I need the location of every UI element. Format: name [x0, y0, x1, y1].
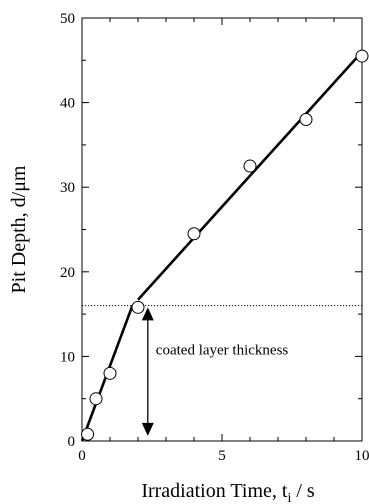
x-axis-title-subscript: i — [287, 491, 291, 504]
x-tick-label: 5 — [218, 448, 226, 464]
data-point — [187, 227, 201, 241]
data-point — [103, 366, 117, 380]
y-tick-label: 30 — [60, 180, 75, 196]
fit-lines — [80, 50, 363, 442]
y-tick-label: 10 — [60, 349, 75, 365]
data-point — [131, 300, 145, 314]
plot-frame — [81, 17, 363, 442]
data-point — [355, 49, 369, 63]
data-points — [81, 49, 369, 441]
data-point — [299, 113, 313, 127]
tick-marks — [81, 17, 363, 442]
y-axis-title: Pit Depth, d/μm — [8, 165, 30, 293]
arrow-head-down — [141, 422, 154, 436]
y-tick-label: 50 — [60, 11, 75, 27]
data-point — [81, 427, 95, 441]
x-axis-title-unit: / s — [291, 480, 315, 502]
x-axis-title: Irradiation Time, ti / s — [141, 480, 315, 504]
annotation-label: coated layer thickness — [156, 343, 289, 359]
annotation-group — [141, 307, 154, 436]
y-tick-label: 40 — [60, 96, 75, 112]
y-tick-label: 20 — [60, 265, 75, 281]
x-tick-label: 0 — [78, 448, 86, 464]
data-point — [89, 392, 103, 406]
y-tick-label: 0 — [68, 434, 76, 450]
arrow-head-up — [141, 307, 154, 321]
fit-line — [137, 50, 363, 301]
data-point — [243, 159, 257, 173]
axes — [81, 17, 363, 442]
x-axis-title-main: Irradiation Time, t — [141, 480, 288, 502]
x-tick-label: 10 — [355, 448, 369, 464]
